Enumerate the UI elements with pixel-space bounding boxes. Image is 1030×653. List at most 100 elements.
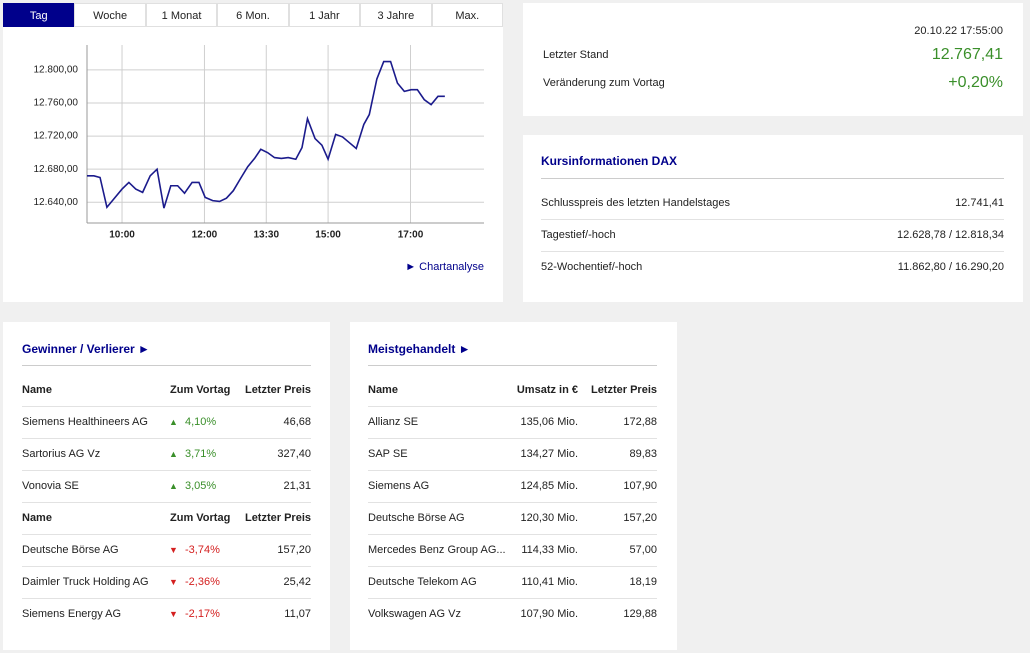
up-arrow: ▲ xyxy=(169,481,178,491)
turnover: 124,85 Mio. xyxy=(520,480,578,492)
tab[interactable]: 3 Jahre xyxy=(360,3,432,27)
sep xyxy=(22,566,311,567)
price: 172,88 xyxy=(623,416,657,428)
sep xyxy=(22,534,311,535)
price: 107,90 xyxy=(623,480,657,492)
col-header: Zum Vortag xyxy=(170,512,231,524)
turnover: 135,06 Mio. xyxy=(520,416,578,428)
movers-title[interactable]: Gewinner / Verlierer ► xyxy=(22,342,150,356)
y-tick-label: 12.760,00 xyxy=(34,98,79,109)
price: 18,19 xyxy=(629,576,657,588)
stock-name[interactable]: Deutsche Börse AG xyxy=(368,512,465,524)
stock-name[interactable]: Volkswagen AG Vz xyxy=(368,608,461,620)
sep xyxy=(368,438,657,439)
change: 4,10% xyxy=(185,416,217,428)
change: -2,17% xyxy=(185,608,220,620)
price: 25,42 xyxy=(283,576,311,588)
info-value: 12.628,78 / 12.818,34 xyxy=(896,229,1004,241)
x-tick-label: 15:00 xyxy=(315,230,341,241)
y-tick-label: 12.720,00 xyxy=(34,131,79,142)
col-header: Letzter Preis xyxy=(590,384,657,396)
turnover: 134,27 Mio. xyxy=(520,448,578,460)
stock-name[interactable]: Deutsche Börse AG xyxy=(22,544,119,556)
sep xyxy=(368,502,657,503)
down-arrow: ▼ xyxy=(169,545,178,555)
x-tick-label: 10:00 xyxy=(109,230,135,241)
traded-title[interactable]: Meistgehandelt ► xyxy=(368,342,471,356)
tab[interactable]: Woche xyxy=(74,3,146,27)
down-arrow: ▼ xyxy=(169,609,178,619)
stock-name[interactable]: Allianz SE xyxy=(368,416,419,428)
stock-name[interactable]: Sartorius AG Vz xyxy=(22,448,101,460)
col-header: Letzter Preis xyxy=(244,384,311,396)
change: 3,71% xyxy=(185,448,217,460)
sep xyxy=(541,219,1004,220)
col-header: Name xyxy=(22,384,52,396)
stock-name[interactable]: Vonovia SE xyxy=(22,480,79,492)
timestamp: 20.10.22 17:55:00 xyxy=(914,25,1003,37)
quote-value: 12.767,41 xyxy=(931,46,1003,63)
sep xyxy=(368,406,657,407)
sep xyxy=(541,178,1004,179)
col-header: Name xyxy=(368,384,398,396)
stock-name[interactable]: Siemens Healthineers AG xyxy=(22,416,148,428)
sep xyxy=(368,566,657,567)
change: -2,36% xyxy=(185,576,220,588)
price: 21,31 xyxy=(283,480,311,492)
sep xyxy=(541,251,1004,252)
col-header: Name xyxy=(22,512,52,524)
price: 46,68 xyxy=(283,416,311,428)
y-tick-label: 12.680,00 xyxy=(34,164,79,175)
stock-name[interactable]: Daimler Truck Holding AG xyxy=(22,576,149,588)
x-tick-label: 13:30 xyxy=(253,230,279,241)
up-arrow: ▲ xyxy=(169,417,178,427)
y-tick-label: 12.640,00 xyxy=(34,197,79,208)
info-label: Tagestief/-hoch xyxy=(541,229,616,241)
info-value: 12.741,41 xyxy=(955,197,1004,209)
change: -3,74% xyxy=(185,544,220,556)
price: 157,20 xyxy=(623,512,657,524)
price: 327,40 xyxy=(277,448,311,460)
info-label: Schlusspreis des letzten Handelstages xyxy=(541,197,730,209)
col-header: Zum Vortag xyxy=(170,384,231,396)
chart-panel xyxy=(3,3,503,302)
price-line xyxy=(87,60,445,210)
quote-label: Letzter Stand xyxy=(543,49,609,61)
stock-name[interactable]: Siemens Energy AG xyxy=(22,608,122,620)
sep xyxy=(368,598,657,599)
tab[interactable]: 1 Jahr xyxy=(288,3,361,27)
turnover: 107,90 Mio. xyxy=(520,608,578,620)
price: 157,20 xyxy=(277,544,311,556)
sep xyxy=(22,598,311,599)
chart-link[interactable]: ► Chartanalyse xyxy=(405,261,484,273)
stock-name[interactable]: Mercedes Benz Group AG... xyxy=(368,544,506,556)
stock-name[interactable]: SAP SE xyxy=(368,448,408,460)
sep xyxy=(22,470,311,471)
col-header: Letzter Preis xyxy=(244,512,311,524)
tab[interactable]: 6 Mon. xyxy=(217,3,289,27)
quote-panel xyxy=(523,3,1023,116)
tab[interactable]: Tag xyxy=(3,3,75,27)
price: 57,00 xyxy=(629,544,657,556)
info-panel xyxy=(523,135,1023,302)
tab[interactable]: 1 Monat xyxy=(145,3,218,27)
info-value: 11.862,80 / 16.290,20 xyxy=(897,261,1004,273)
sep xyxy=(22,406,311,407)
col-header: Umsatz in € xyxy=(516,384,578,396)
sep xyxy=(22,502,311,503)
stock-name[interactable]: Siemens AG xyxy=(368,480,430,492)
info-label: 52-Wochentief/-hoch xyxy=(541,261,643,273)
tab[interactable]: Max. xyxy=(431,3,503,27)
traded-panel xyxy=(350,322,677,650)
movers-panel xyxy=(3,322,330,650)
chart: 12.640,00 12.680,00 12.720,00 12.760,00 12.8… xyxy=(34,45,484,241)
quote-label: Veränderung zum Vortag xyxy=(543,77,665,89)
quote-value: +0,20% xyxy=(948,74,1003,91)
x-tick-label: 12:00 xyxy=(192,230,218,241)
sep xyxy=(22,438,311,439)
y-tick-label: 12.800,00 xyxy=(34,64,79,75)
price: 89,83 xyxy=(629,448,657,460)
stock-name[interactable]: Deutsche Telekom AG xyxy=(368,576,477,588)
turnover: 110,41 Mio. xyxy=(521,576,578,588)
